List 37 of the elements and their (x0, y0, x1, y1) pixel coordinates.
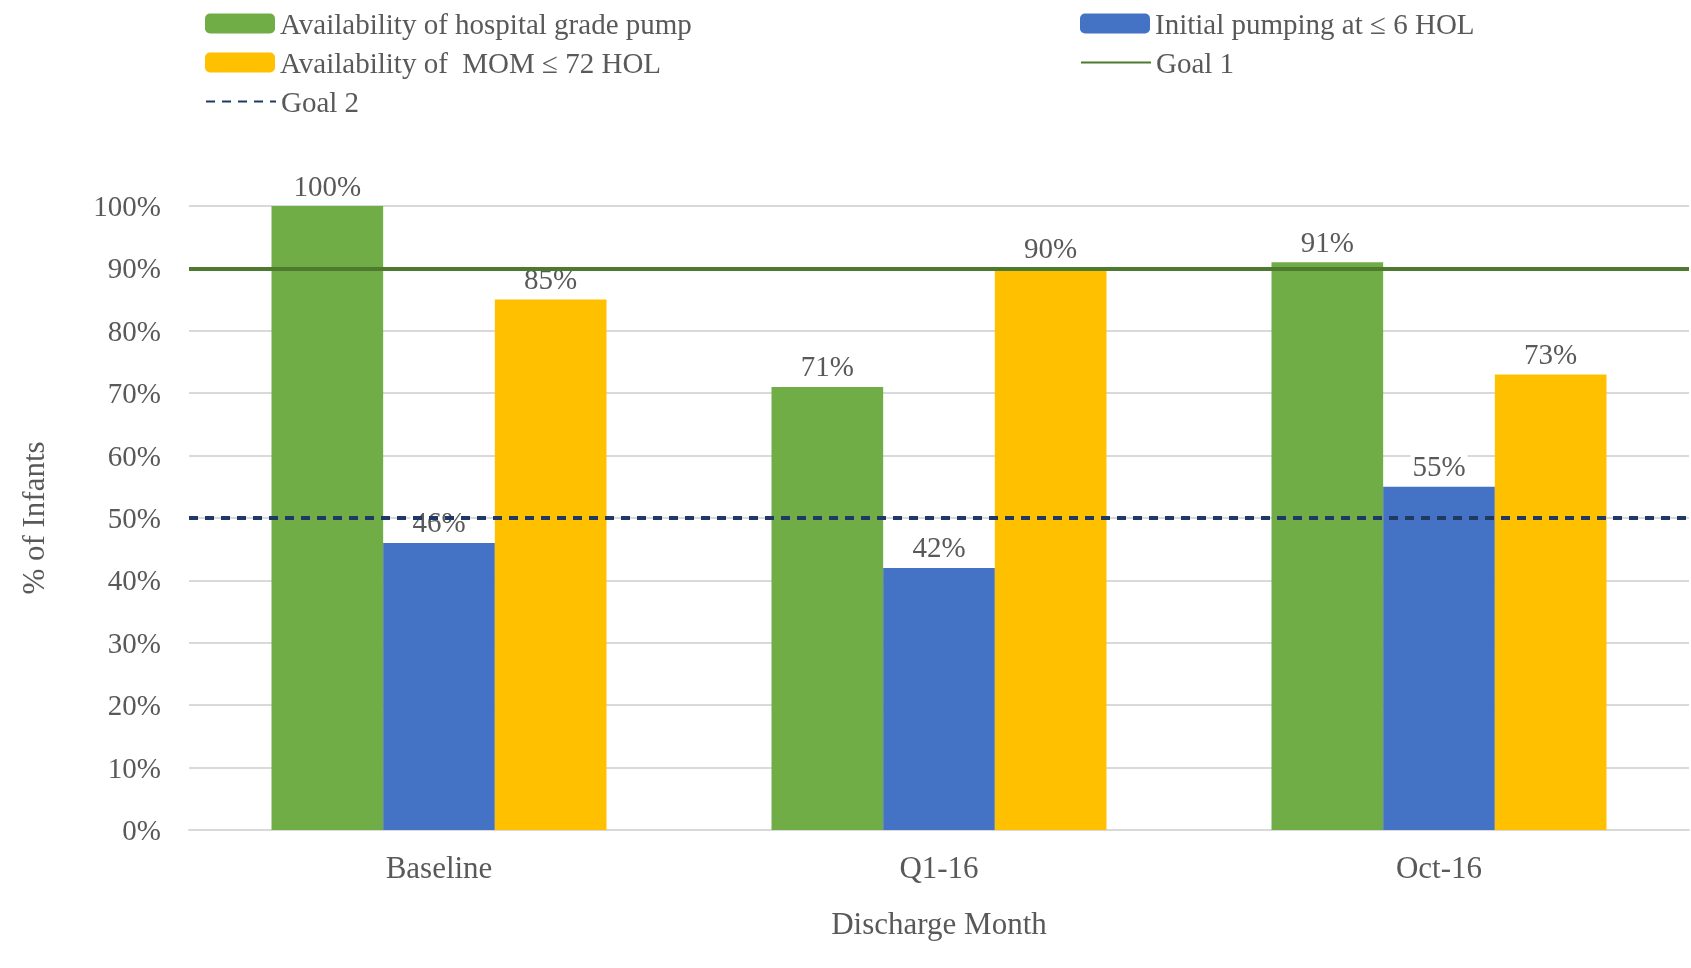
legend-label: Goal 1 (1156, 46, 1235, 79)
y-tick-label: 70% (107, 377, 161, 410)
data-label: 91% (1300, 225, 1354, 258)
bar (1383, 486, 1495, 830)
data-label: 73% (1524, 337, 1578, 370)
y-tick-label: 80% (107, 314, 161, 347)
bar (383, 542, 495, 830)
bar (883, 567, 995, 830)
legend-label: Availability of MOM ≤ 72 HOL (280, 46, 662, 79)
y-tick-label: 10% (107, 751, 161, 784)
bar (494, 299, 607, 830)
x-tick-label: Q1-16 (899, 850, 979, 885)
bar (771, 386, 884, 830)
data-label: 42% (912, 531, 966, 564)
data-label: 100% (293, 169, 362, 202)
y-tick-label: 50% (107, 502, 161, 534)
x-tick-label: Oct-16 (1395, 850, 1483, 885)
data-label: 71% (800, 350, 854, 383)
bar (994, 268, 1107, 830)
data-label: 55% (1412, 450, 1466, 483)
x-axis-title: Discharge Month (831, 906, 1048, 941)
y-tick-label: 100% (93, 190, 161, 222)
legend-label: Goal 2 (281, 85, 360, 118)
legend-label: Availability of hospital grade pump (280, 7, 692, 40)
legend-label: Initial pumping at ≤ 6 HOL (1155, 7, 1475, 40)
bar (271, 206, 384, 830)
y-axis-title: % of Infants (16, 441, 51, 595)
data-label: 90% (1024, 231, 1078, 264)
y-tick-label: 90% (107, 252, 161, 285)
y-tick-label: 40% (107, 564, 161, 597)
y-tick-label: 30% (107, 626, 161, 659)
x-tick-label: Baseline (385, 850, 493, 885)
bar (1271, 262, 1384, 830)
y-tick-label: 0% (122, 814, 161, 846)
y-tick-label: 60% (107, 439, 161, 472)
bar (1494, 374, 1607, 830)
y-tick-label: 20% (107, 689, 161, 722)
